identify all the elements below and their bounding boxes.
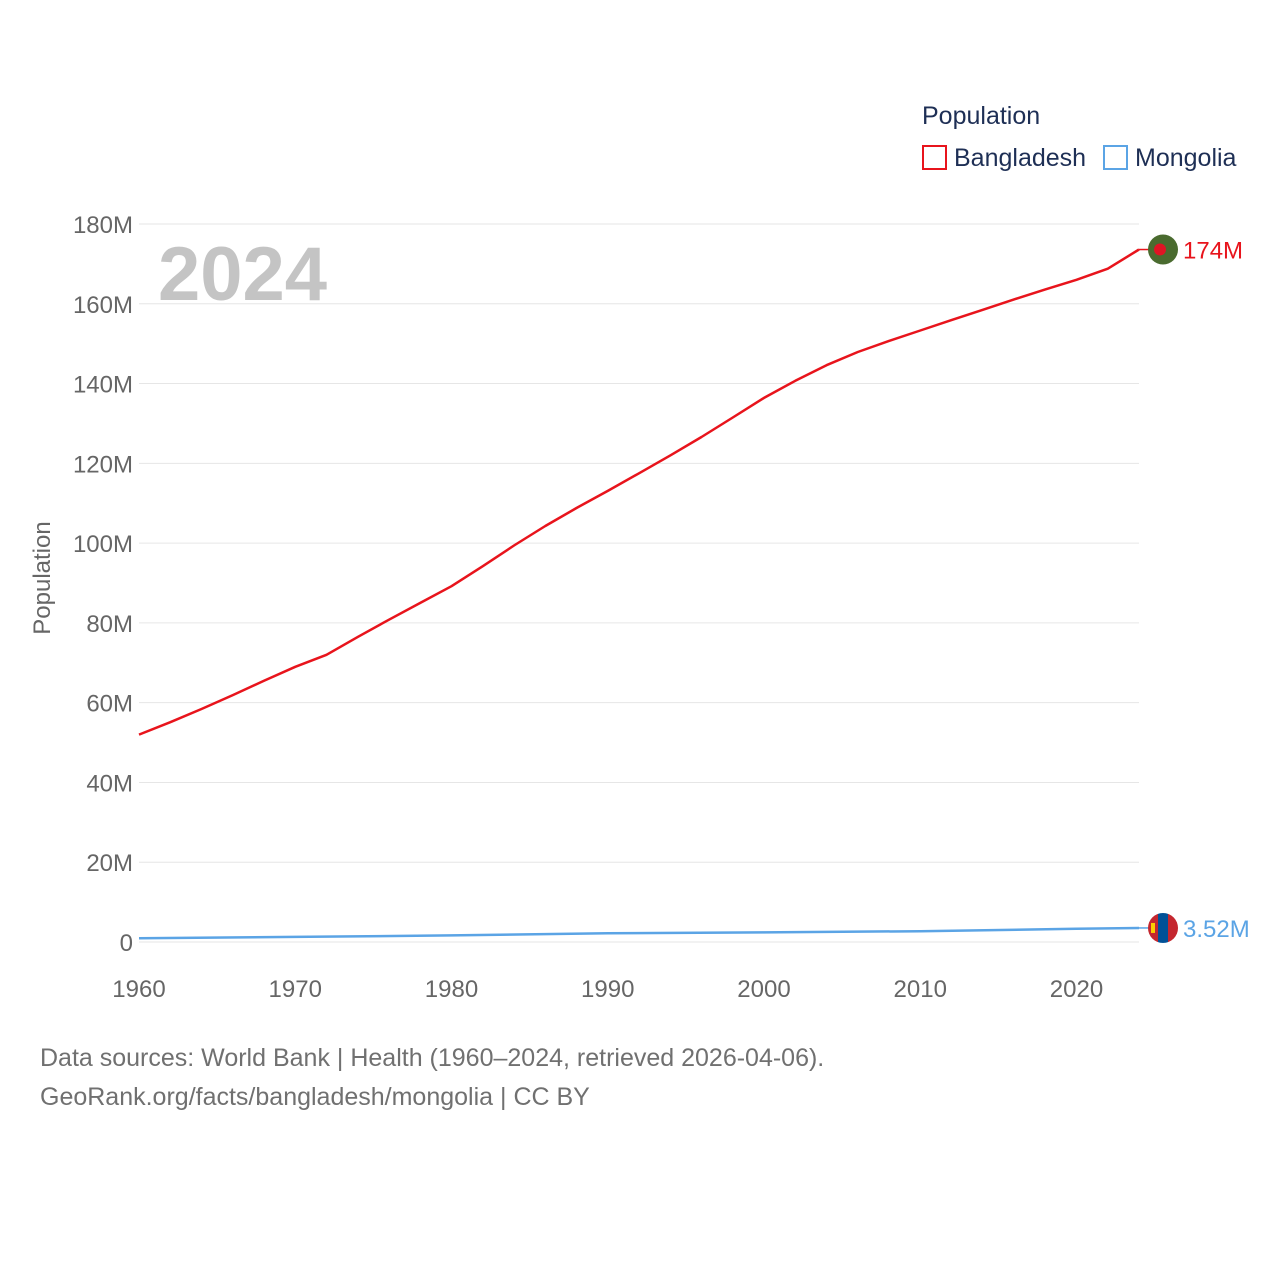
legend-item-bangladesh[interactable]: Bangladesh (922, 144, 1086, 172)
end-value-label-bangladesh: 174M (1183, 238, 1243, 265)
y-tick-label: 60M (86, 691, 133, 718)
year-label: 2024 (158, 232, 327, 317)
end-markers: 174M 3.52M (1139, 234, 1250, 943)
x-tick-label: 1980 (425, 976, 478, 1003)
grid-lines (139, 223, 1139, 943)
x-tick-label: 2010 (894, 976, 947, 1003)
series-layer (138, 248, 1140, 940)
y-tick-label: 180M (73, 212, 133, 239)
end-value-label-mongolia: 3.52M (1183, 916, 1250, 943)
mongolia-flag-icon (1148, 912, 1178, 943)
x-tick-label: 1970 (269, 976, 322, 1003)
legend: Population Bangladesh Mongolia (922, 102, 1237, 172)
y-tick-label: 80M (86, 611, 133, 638)
series-line-bangladesh[interactable] (138, 248, 1140, 736)
flag-disc (1154, 243, 1166, 256)
footer-source: Data sources: World Bank | Health (1960–… (40, 1044, 825, 1072)
x-axis-ticks: 1960 1970 1980 1990 2000 2010 2020 (112, 976, 1103, 1003)
y-tick-label: 140M (73, 372, 133, 399)
legend-swatch-mongolia (1103, 145, 1128, 170)
legend-title: Population (922, 102, 1040, 130)
legend-label-mongolia: Mongolia (1135, 144, 1237, 172)
y-tick-label: 0 (120, 930, 133, 957)
legend-item-mongolia[interactable]: Mongolia (1103, 144, 1237, 172)
x-tick-label: 2000 (737, 976, 790, 1003)
x-tick-label: 2020 (1050, 976, 1103, 1003)
flag-stripe-right (1168, 912, 1178, 943)
x-tick-label: 1990 (581, 976, 634, 1003)
y-tick-label: 120M (73, 451, 133, 478)
y-axis-title: Population (29, 521, 56, 634)
y-tick-label: 40M (86, 770, 133, 797)
y-axis-ticks: 0 20M 40M 60M 80M 100M 120M 140M 160M 180M (73, 212, 133, 957)
x-tick-label: 1960 (112, 976, 165, 1003)
y-tick-label: 20M (86, 850, 133, 877)
flag-stripe-middle (1158, 912, 1168, 943)
y-tick-label: 160M (73, 292, 133, 319)
bangladesh-flag-icon (1148, 234, 1178, 265)
series-line-mongolia[interactable] (138, 926, 1140, 940)
legend-swatch-bangladesh (922, 145, 947, 170)
y-tick-label: 100M (73, 531, 133, 558)
legend-label-bangladesh: Bangladesh (954, 144, 1086, 172)
footer-attribution: GeoRank.org/facts/bangladesh/mongolia | … (40, 1083, 590, 1111)
flag-soyombo (1151, 922, 1155, 933)
